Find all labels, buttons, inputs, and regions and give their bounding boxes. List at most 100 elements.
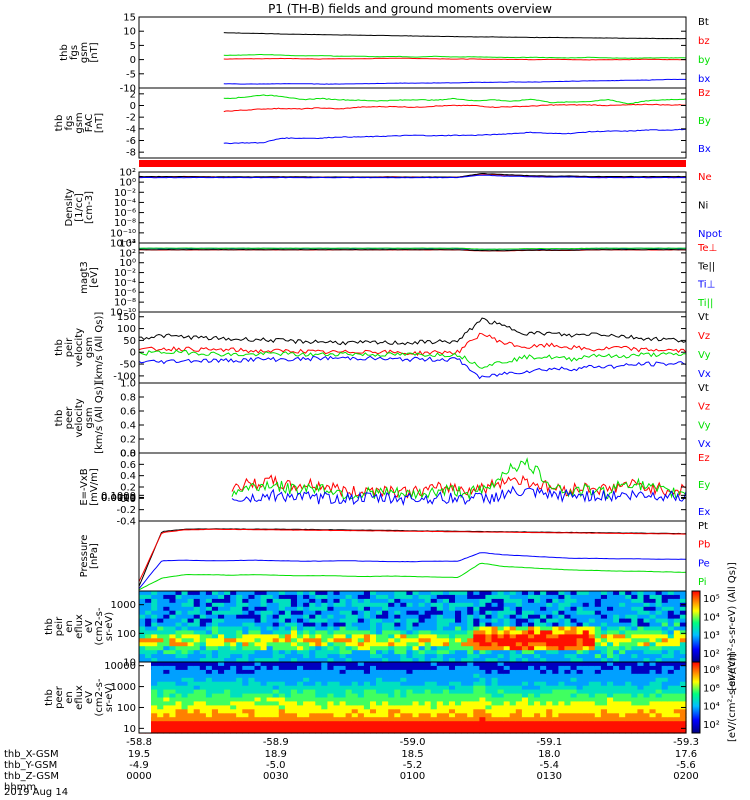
heatmap-cell	[290, 598, 298, 604]
heatmap-cell	[284, 662, 292, 667]
heatmap-cell	[297, 610, 304, 616]
heatmap-cell	[576, 638, 584, 643]
heatmap-cell	[546, 677, 553, 683]
heatmap-cell	[558, 685, 566, 691]
heatmap-cell	[503, 705, 511, 710]
heatmap-cell	[582, 634, 590, 639]
heatmap-cell	[394, 626, 401, 631]
heatmap-cell	[613, 729, 620, 734]
heatmap-cell	[224, 642, 231, 647]
heatmap-cell	[181, 662, 189, 667]
heatmap-cell	[485, 630, 493, 635]
heatmap-cell	[479, 717, 487, 722]
heatmap-cell	[218, 677, 225, 683]
heatmap-cell	[345, 602, 353, 608]
heatmap-cell	[242, 622, 249, 628]
heatmap-cell	[521, 622, 529, 628]
heatmap-cell	[163, 634, 170, 639]
heatmap-cell	[637, 693, 645, 699]
colorbar-tick: 10⁴	[703, 612, 720, 623]
heatmap-cell	[679, 677, 687, 683]
heatmap-cell	[297, 654, 304, 659]
heatmap-cell	[163, 598, 170, 604]
panel-efield: 0.80.60.40.20.0-0.2-0.4E=-VxB [mV/m]EzEyE…	[79, 449, 710, 528]
heatmap-cell	[394, 642, 401, 647]
heatmap-cell	[315, 650, 322, 655]
heatmap-cell	[388, 725, 395, 730]
heatmap-cell	[515, 618, 523, 624]
heatmap-cell	[449, 626, 456, 631]
heatmap-cell	[442, 594, 450, 600]
heatmap-cell	[205, 717, 213, 722]
heatmap-cell	[546, 701, 553, 706]
heatmap-cell	[667, 634, 675, 639]
heatmap-cell	[327, 689, 335, 695]
heatmap-cell	[303, 630, 310, 635]
heatmap-cell	[442, 697, 450, 702]
heatmap-cell	[248, 681, 256, 687]
heatmap-cell	[637, 606, 645, 612]
heatmap-cell	[594, 721, 602, 726]
heatmap-cell	[643, 650, 651, 655]
legend-Pt: Pt	[698, 521, 708, 532]
heatmap-cell	[570, 642, 578, 647]
heatmap-cell	[290, 630, 298, 635]
heatmap-cell	[455, 662, 462, 667]
heatmap-cell	[564, 669, 572, 675]
heatmap-cell	[254, 618, 262, 624]
heatmap-cell	[151, 689, 158, 695]
heatmap-cell	[570, 673, 578, 679]
heatmap-cell	[473, 665, 480, 671]
heatmap-cell	[485, 602, 493, 608]
heatmap-cell	[588, 685, 596, 691]
heatmap-cell	[534, 626, 541, 631]
heatmap-cell	[515, 713, 523, 718]
heatmap-cell	[412, 693, 420, 699]
colorbar-label: [eV/(cm²-s-sr-eV) (All Qs)]	[727, 562, 738, 691]
heatmap-cell	[266, 634, 274, 639]
heatmap-cell	[436, 725, 444, 730]
heatmap-cell	[637, 618, 645, 624]
heatmap-cell	[667, 610, 675, 616]
heatmap-cell	[339, 721, 347, 726]
heatmap-cell	[406, 729, 414, 734]
heatmap-cell	[406, 721, 414, 726]
heatmap-cell	[406, 591, 414, 596]
heatmap-cell	[619, 669, 626, 675]
heatmap-cell	[272, 594, 280, 600]
heatmap-cell	[661, 630, 669, 635]
heatmap-cell	[388, 709, 395, 714]
heatmap-cell	[315, 673, 322, 679]
heatmap-cell	[625, 685, 632, 691]
heatmap-cell	[230, 622, 237, 628]
heatmap-cell	[345, 654, 353, 659]
heatmap-cell	[503, 626, 511, 631]
heatmap-cell	[582, 638, 590, 643]
heatmap-cell	[473, 658, 480, 663]
heatmap-cell	[169, 685, 177, 691]
y-axis-label: [cm-3]	[84, 191, 95, 224]
heatmap-cell	[631, 697, 638, 702]
heatmap-cell	[351, 654, 359, 659]
heatmap-cell	[521, 685, 529, 691]
heatmap-cell	[278, 630, 286, 635]
heatmap-cell	[218, 654, 225, 659]
heatmap-cell	[284, 642, 292, 647]
heatmap-cell	[193, 622, 201, 628]
heatmap-cell	[376, 693, 383, 699]
heatmap-cell	[625, 654, 632, 659]
heatmap-cell	[327, 594, 335, 600]
heatmap-cell	[540, 626, 547, 631]
heatmap-cell	[181, 669, 189, 675]
heatmap-cell	[363, 673, 371, 679]
heatmap-cell	[540, 630, 547, 635]
heatmap-cell	[315, 709, 322, 714]
heatmap-cell	[613, 626, 620, 631]
heatmap-cell	[230, 591, 237, 596]
heatmap-cell	[661, 681, 669, 687]
heatmap-cell	[528, 721, 535, 726]
heatmap-cell	[327, 713, 335, 718]
heatmap-cell	[284, 701, 292, 706]
heatmap-cell	[570, 729, 578, 734]
heatmap-cell	[290, 606, 298, 612]
